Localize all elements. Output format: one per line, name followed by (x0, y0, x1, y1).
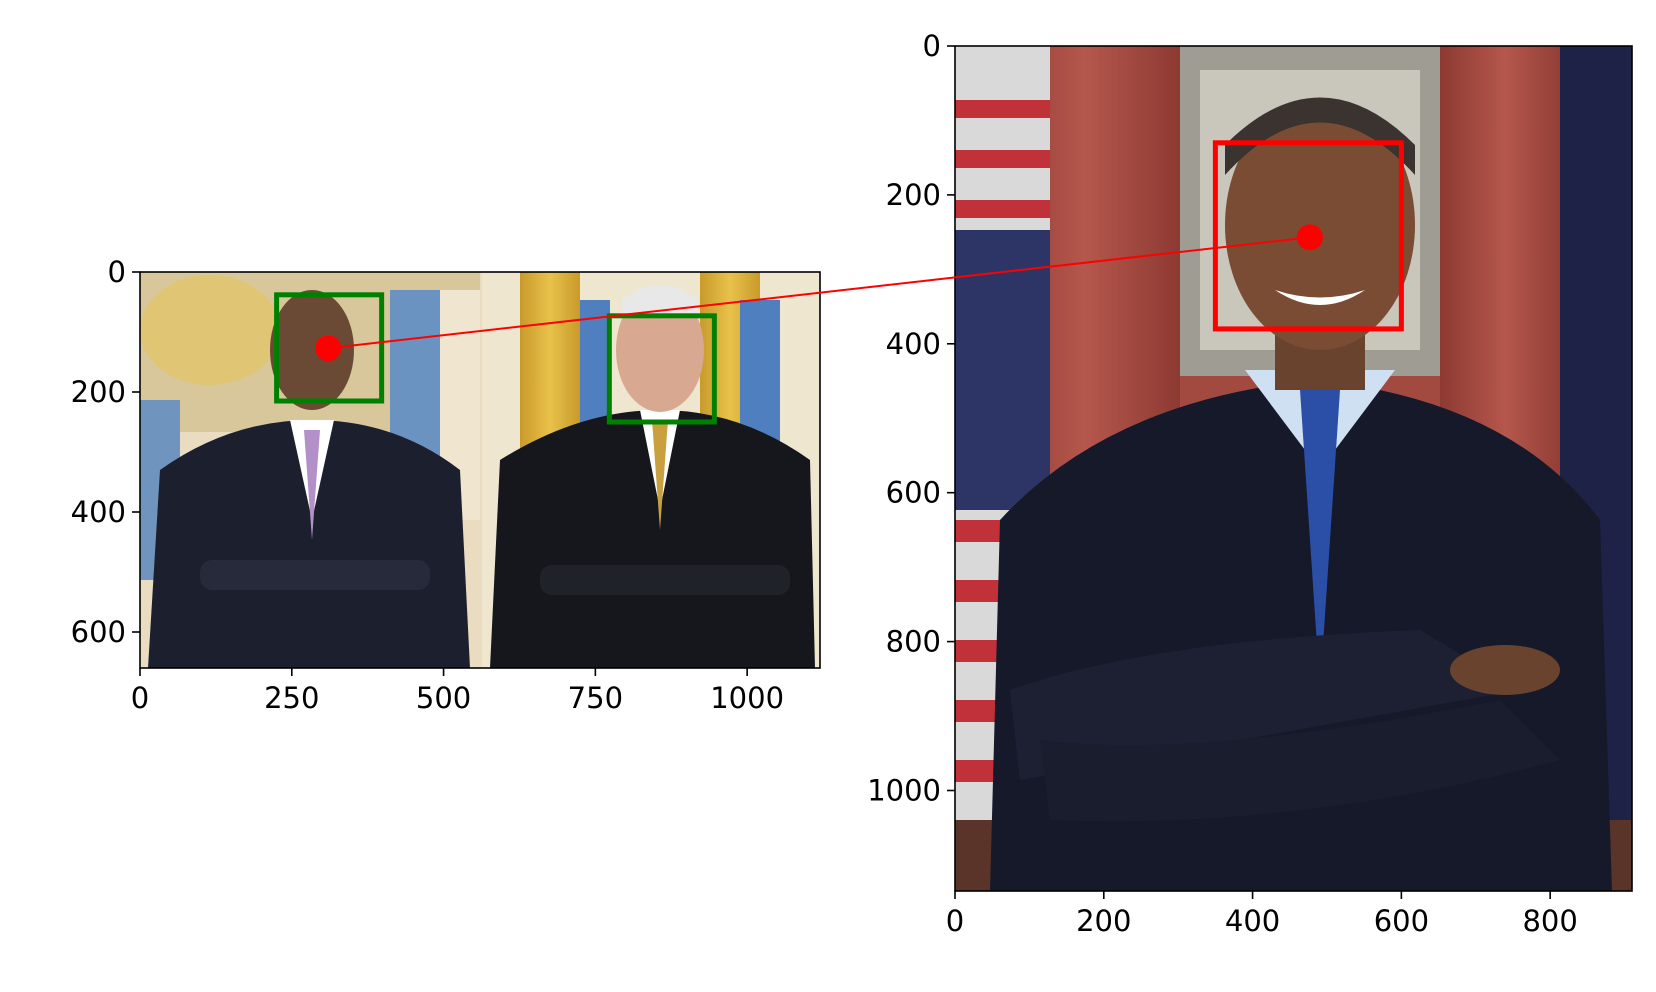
correspondence-line (328, 236, 1310, 350)
left-image-axes: 0 250 500 750 1000 0 200 400 600 (71, 255, 821, 715)
left-xtick-label: 500 (416, 681, 471, 715)
right-ytick-label: 0 (923, 29, 941, 63)
right-ytick-label: 200 (886, 178, 941, 212)
right-ytick-label: 1000 (867, 773, 941, 807)
left-face-box-2 (606, 313, 717, 425)
left-ytick-label: 600 (71, 615, 126, 649)
right-face-box-1 (1212, 140, 1404, 332)
left-xtick-label: 750 (568, 681, 623, 715)
right-image-axes: 0 200 400 600 800 0 200 400 600 800 1000 (867, 29, 1633, 938)
right-xtick-label: 800 (1522, 904, 1577, 938)
left-axes-frame (139, 271, 821, 669)
right-xtick-label: 600 (1374, 904, 1429, 938)
left-ytick-label: 400 (71, 495, 126, 529)
right-ytick-label: 800 (886, 625, 941, 659)
left-xtick-label: 1000 (710, 681, 784, 715)
right-xtick-label: 0 (946, 904, 964, 938)
left-ytick-label: 0 (108, 255, 126, 289)
left-xtick-label: 0 (131, 681, 149, 715)
right-axes-frame (954, 45, 1633, 892)
left-photo (140, 272, 820, 668)
left-face-box-1 (274, 292, 385, 404)
right-photo (955, 46, 1632, 891)
right-xtick-label: 200 (1076, 904, 1131, 938)
right-xtick-label: 400 (1225, 904, 1280, 938)
left-xtick-label: 250 (264, 681, 319, 715)
right-ytick-label: 400 (886, 327, 941, 361)
left-ytick-label: 200 (71, 375, 126, 409)
right-ytick-label: 600 (886, 476, 941, 510)
